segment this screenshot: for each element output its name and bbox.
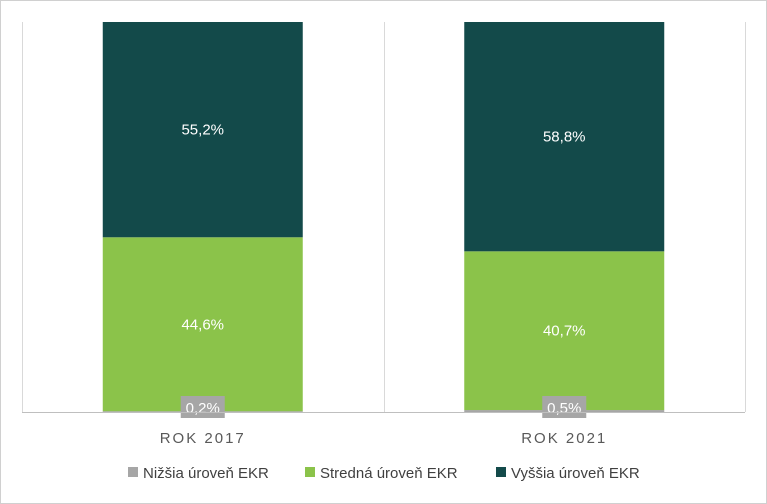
- legend-label-stredna-uroven-ekr: Stredná úroveň EKR: [320, 465, 458, 482]
- bar-segment-stredna-uroven-ekr-rok-2017: [102, 237, 303, 412]
- legend-swatch-nizsia-uroven-ekr: [128, 467, 138, 477]
- data-label-stredna-uroven-ekr-rok-2021: 40,7%: [543, 323, 586, 340]
- legend-label-nizsia-uroven-ekr: Nižšia úroveň EKR: [143, 465, 269, 482]
- data-label-vyssia-uroven-ekr-rok-2021: 58,8%: [543, 129, 586, 146]
- legend-label-vyssia-uroven-ekr: Vyššia úroveň EKR: [511, 465, 640, 482]
- legend-swatch-stredna-uroven-ekr: [305, 467, 315, 477]
- legend-swatch-vyssia-uroven-ekr: [496, 467, 506, 477]
- data-label-vyssia-uroven-ekr-rok-2017: 55,2%: [181, 122, 224, 139]
- category-label-rok-2017: ROK 2017: [160, 430, 246, 447]
- legend: Nižšia úroveň EKR Stredná úroveň EKR Vyšši…: [128, 465, 640, 482]
- bar-segment-stredna-uroven-ekr-rok-2021: [464, 251, 665, 411]
- category-label-rok-2021: ROK 2021: [521, 430, 607, 447]
- bar-segment-vyssia-uroven-ekr-rok-2021: [464, 22, 665, 252]
- data-label-stredna-uroven-ekr-rok-2017: 44,6%: [181, 316, 224, 333]
- data-label-nizsia-uroven-ekr-rok-2017: 0,2%: [186, 400, 220, 417]
- plot-area: 0,2% 44,6% 55,2% 0,5% 40,7% 58,8%: [22, 22, 746, 418]
- data-label-nizsia-uroven-ekr-rok-2021: 0,5%: [547, 400, 581, 417]
- category-axis: ROK 2017 ROK 2021: [22, 412, 745, 447]
- bar-segment-vyssia-uroven-ekr-rok-2017: [102, 22, 303, 238]
